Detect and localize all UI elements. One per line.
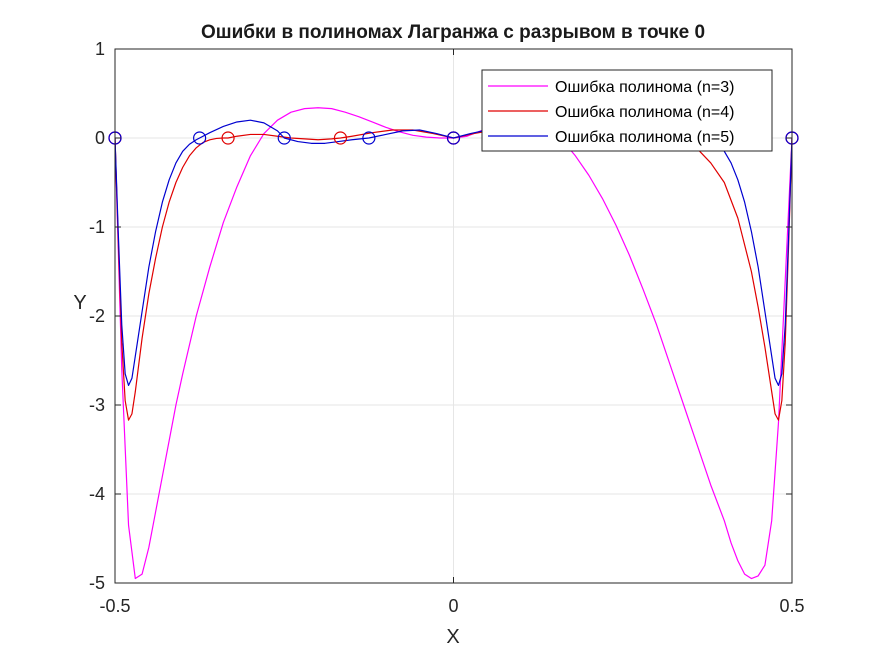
series-line-4 — [115, 129, 792, 421]
node-marker-n4 — [221, 131, 235, 145]
series-lines — [115, 107, 792, 580]
y-tick-label: -4 — [89, 484, 105, 504]
legend: Ошибка полинома (n=3) Ошибка полинома (n… — [481, 69, 773, 152]
y-tick-label: -2 — [89, 306, 105, 326]
x-axis-label: X — [446, 626, 459, 648]
y-tick-label: -3 — [89, 395, 105, 415]
node-marker-n5 — [193, 131, 207, 145]
x-tick-label: 0 — [448, 596, 458, 616]
legend-label-n4: Ошибка полинома (n=4) — [555, 104, 734, 121]
legend-label-n3: Ошибка полинома (n=3) — [555, 79, 734, 96]
y-tick-label: 1 — [95, 39, 105, 59]
y-tick-label: 0 — [95, 128, 105, 148]
chart-title: Ошибки в полиномах Лагранжа с разрывом в… — [201, 22, 705, 43]
node-marker-n5 — [277, 131, 291, 145]
node-marker-n4 — [333, 131, 348, 145]
ticks: -0.5 0 0.5 1 0 -1 -2 -3 -4 -5 — [89, 39, 805, 616]
x-tick-label: -0.5 — [99, 596, 130, 616]
node-marker-n5 — [362, 131, 376, 145]
node-marker-n5 — [446, 131, 461, 145]
y-tick-label: -5 — [89, 573, 105, 593]
series-line-5 — [115, 119, 792, 387]
x-tick-label: 0.5 — [779, 596, 804, 616]
legend-label-n5: Ошибка полинома (n=5) — [555, 129, 734, 146]
y-tick-label: -1 — [89, 217, 105, 237]
y-axis-label: Y — [73, 292, 86, 314]
